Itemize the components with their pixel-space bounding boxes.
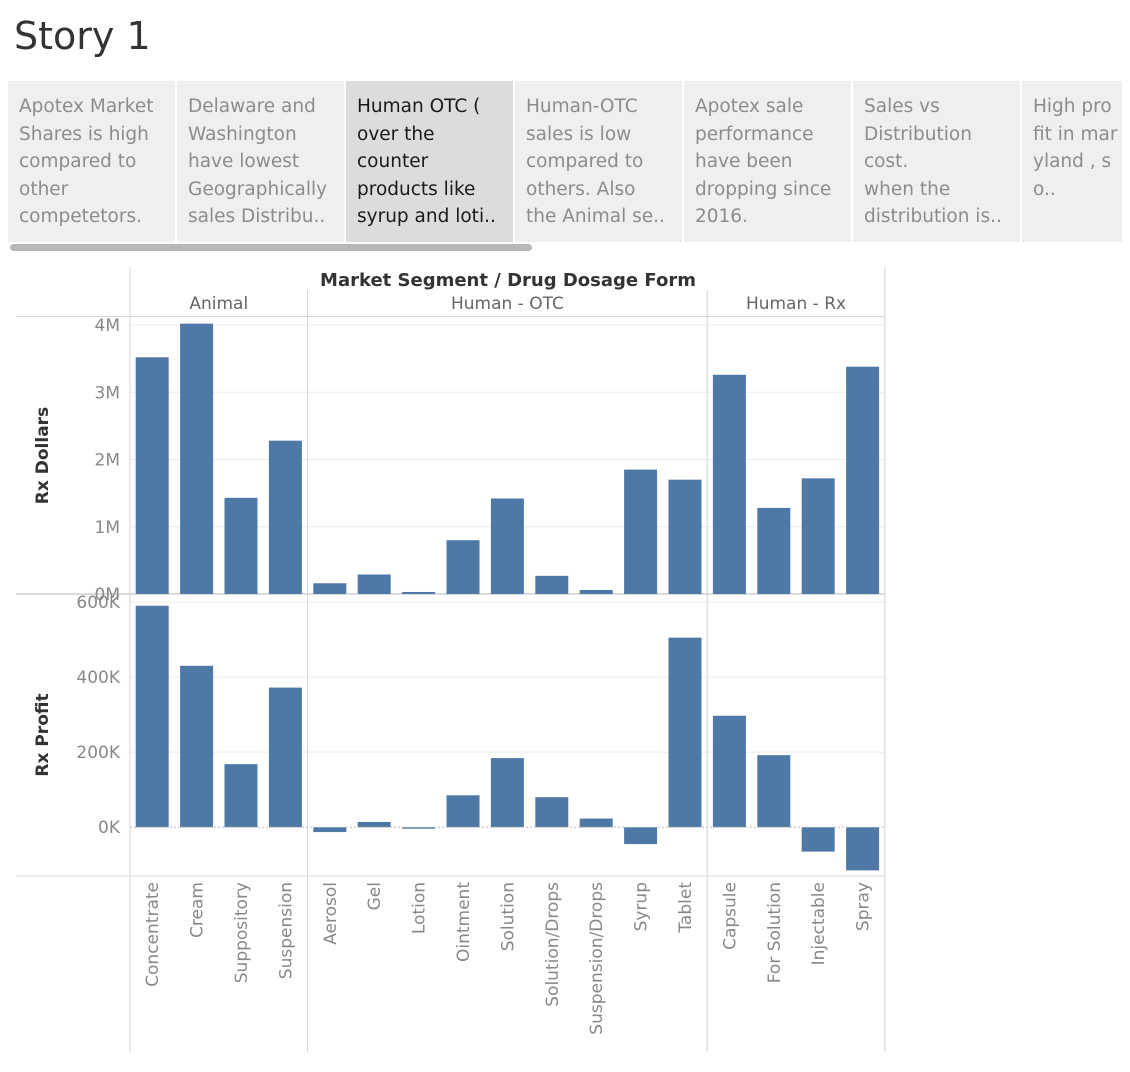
category-label: Cream	[188, 882, 208, 938]
bar	[490, 498, 524, 594]
bar	[357, 574, 391, 594]
story-point-2[interactable]: Delaware and Washington have lowest Geog…	[177, 81, 346, 242]
category-label: Suspension	[276, 882, 296, 979]
y-axis-title: Rx Profit	[33, 693, 53, 776]
segment-header: Human - Rx	[746, 294, 846, 314]
bar-chart: Market Segment / Drug Dosage Form Animal H…	[16, 267, 886, 1052]
y-axis-title: Rx Dollars	[33, 407, 53, 504]
bar	[135, 605, 169, 828]
bar	[801, 827, 835, 852]
bar	[402, 827, 436, 829]
bar	[757, 755, 791, 828]
y-tick-label: 400K	[76, 668, 120, 688]
bar	[313, 583, 347, 594]
bar	[535, 797, 569, 828]
bar	[446, 795, 480, 828]
category-label: Suspension/Drops	[587, 882, 607, 1035]
y-tick-label: 3M	[95, 383, 120, 403]
bar	[712, 374, 746, 594]
bar	[712, 715, 746, 828]
category-label: Solution/Drops	[543, 882, 563, 1007]
bar	[224, 764, 258, 828]
bar	[135, 357, 169, 594]
bar	[579, 818, 613, 828]
bar	[668, 637, 702, 828]
bar	[490, 758, 524, 828]
bar	[757, 507, 791, 594]
y-tick-label: 0K	[98, 818, 121, 838]
bar	[357, 821, 391, 828]
story-navigator: Apotex Market Shares is high compared to…	[8, 81, 1122, 242]
bar	[624, 827, 658, 845]
bar	[579, 589, 613, 594]
category-label: Solution	[498, 882, 518, 951]
y-tick-label: 200K	[76, 743, 120, 763]
story-point-7[interactable]: High pro fit in mar yland , s o..	[1022, 81, 1122, 242]
y-tick-label: 600K	[76, 593, 120, 613]
category-label: Ointment	[454, 882, 474, 962]
segment-header: Animal	[189, 294, 248, 314]
category-label: Gel	[365, 882, 385, 910]
bar	[846, 366, 880, 594]
category-label: Spray	[854, 882, 874, 931]
y-tick-label: 2M	[95, 451, 120, 471]
category-label: Suppository	[232, 882, 252, 983]
bar	[180, 323, 214, 594]
story-point-3[interactable]: Human OTC ( over the counter products li…	[346, 81, 515, 242]
bar	[846, 827, 880, 871]
bar	[801, 478, 835, 594]
segment-header: Human - OTC	[451, 294, 564, 314]
story-point-5[interactable]: Apotex sale performance have been droppi…	[684, 81, 853, 242]
bar	[224, 497, 258, 594]
bar	[268, 440, 302, 594]
category-label: Aerosol	[321, 882, 341, 945]
bar	[180, 665, 214, 828]
bar	[624, 469, 658, 594]
bar	[535, 575, 569, 594]
y-tick-label: 4M	[95, 316, 120, 336]
category-label: Lotion	[410, 882, 430, 934]
category-label: Tablet	[676, 882, 696, 934]
y-tick-label: 1M	[95, 518, 120, 538]
bar	[668, 479, 702, 594]
column-header-title: Market Segment / Drug Dosage Form	[320, 270, 696, 291]
category-label: Syrup	[632, 882, 652, 931]
bar	[402, 591, 436, 594]
category-label: Capsule	[720, 882, 740, 950]
bar	[313, 827, 347, 833]
bar	[268, 687, 302, 828]
bar	[446, 540, 480, 594]
navigator-scrollbar[interactable]	[10, 244, 532, 251]
category-label: Injectable	[809, 882, 829, 965]
story-point-1[interactable]: Apotex Market Shares is high compared to…	[8, 81, 177, 242]
story-title: Story 1	[14, 14, 151, 58]
story-point-4[interactable]: Human-OTC sales is low compared to other…	[515, 81, 684, 242]
category-label: For Solution	[765, 882, 785, 983]
category-label: Concentrate	[143, 882, 163, 987]
y-tick-label: 0M	[95, 585, 120, 605]
story-point-6[interactable]: Sales vs Distribution cost. when the dis…	[853, 81, 1022, 242]
